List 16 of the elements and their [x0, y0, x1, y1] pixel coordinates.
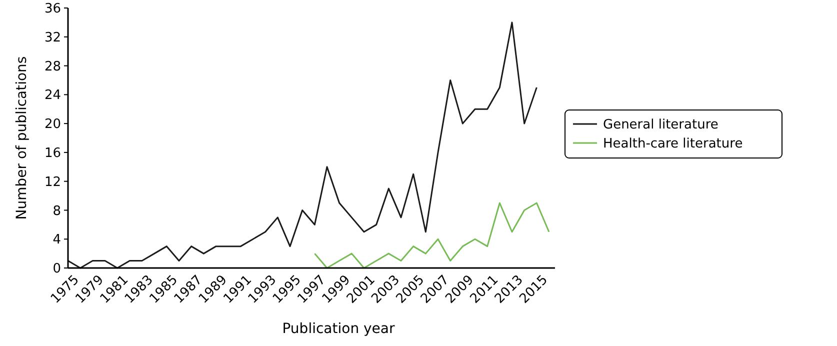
- line-series: [314, 202, 550, 269]
- y-tick-label: 32: [44, 30, 61, 46]
- y-tick-label: 4: [52, 232, 61, 248]
- y-tick-label: 16: [44, 146, 61, 161]
- y-tick-label: 12: [44, 174, 61, 190]
- y-axis-title: Number of publications: [14, 56, 30, 220]
- y-tick-label: 0: [52, 262, 61, 277]
- y-tick-label: 28: [44, 59, 61, 74]
- y-tick-label: 24: [44, 88, 61, 104]
- y-tick-label: 20: [44, 117, 61, 132]
- y-tick-label: 8: [52, 204, 61, 219]
- legend-label: Health-care literature: [603, 136, 743, 152]
- x-axis-title: Publication year: [282, 321, 395, 337]
- line-series: [67, 22, 538, 269]
- y-tick-label: 36: [44, 2, 61, 17]
- legend-label: General literature: [603, 118, 718, 133]
